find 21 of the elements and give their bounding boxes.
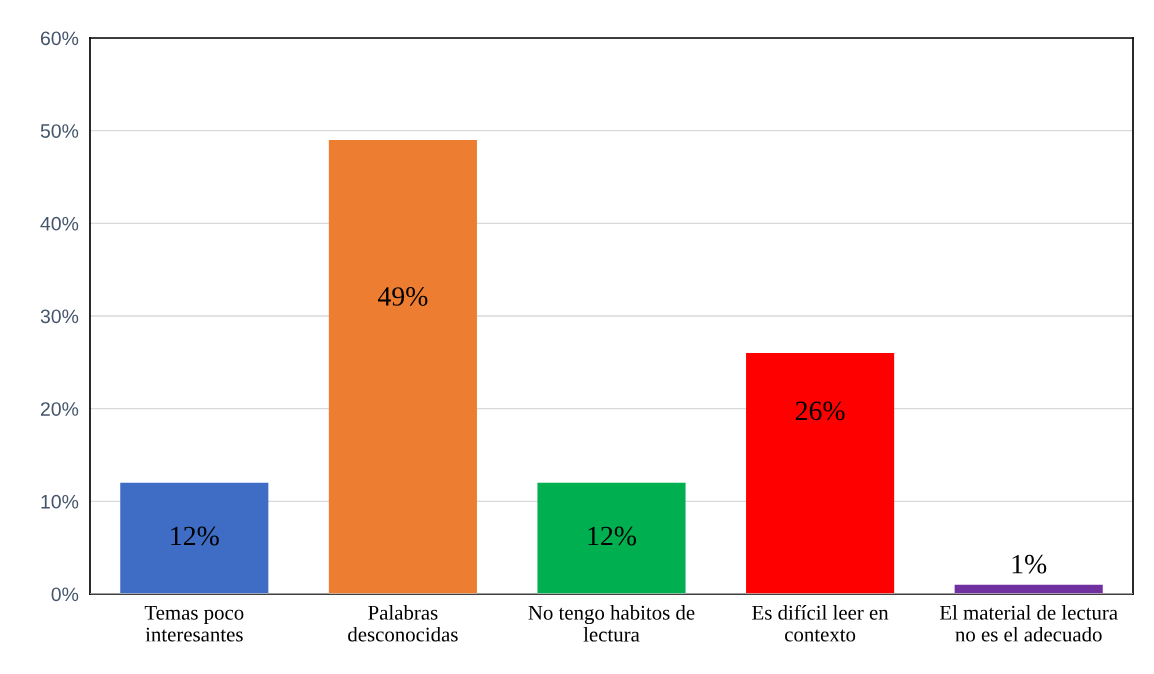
y-tick-label: 10% — [41, 494, 79, 509]
bar — [746, 353, 895, 594]
y-tick-label: 0% — [51, 587, 79, 602]
x-tick-label: El material de lectura no es el adecuado — [939, 605, 1118, 642]
y-tick-label: 50% — [40, 124, 79, 138]
x-tick-label: No tengo habitos de lectura — [528, 605, 695, 642]
y-tick-label: 20% — [40, 402, 79, 416]
y-tick-label: 30% — [40, 309, 79, 324]
data-label: 12% — [171, 526, 219, 546]
data-label: 1% — [1012, 554, 1047, 574]
x-tick-label: Temas poco interesantes — [144, 605, 244, 642]
y-tick-label: 40% — [40, 216, 79, 231]
data-label: 12% — [588, 526, 637, 546]
x-tick-label: Palabras desconocidas — [348, 605, 458, 642]
bar — [328, 139, 477, 594]
bar — [120, 482, 269, 594]
bar — [537, 482, 686, 594]
x-tick-label: Es difícil leer en contexto — [752, 604, 889, 642]
data-label: 49% — [377, 287, 428, 306]
y-tick-label: 60% — [40, 31, 79, 46]
data-label: 26% — [795, 401, 845, 421]
